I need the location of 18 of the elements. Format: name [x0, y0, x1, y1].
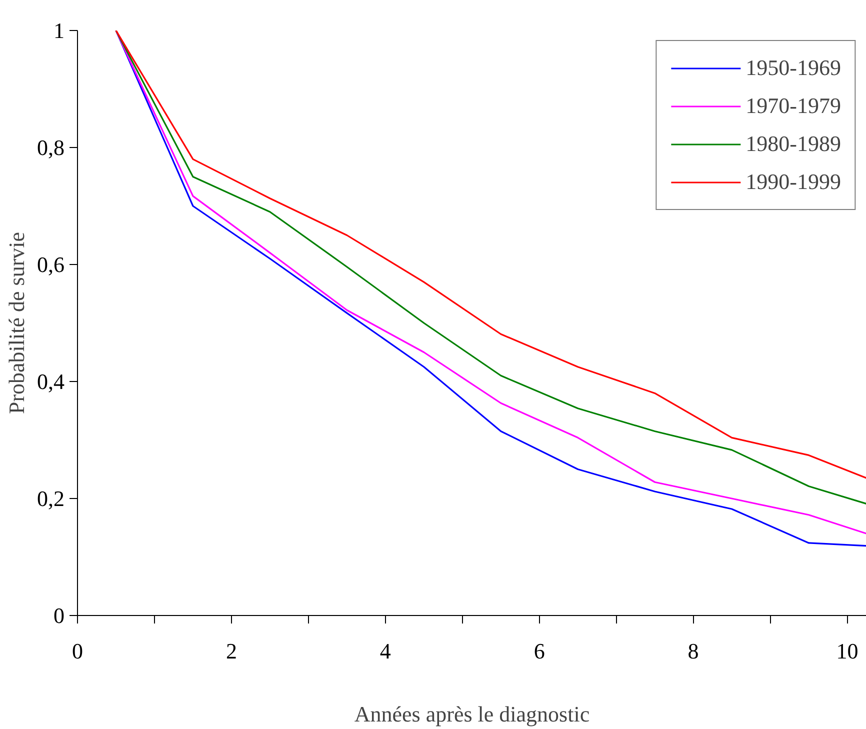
legend-label: 1970-1979 — [746, 93, 841, 119]
y-tick-label: 0,4 — [37, 369, 64, 394]
y-tick-label: 0,2 — [37, 486, 64, 511]
x-tick-label: 10 — [836, 638, 858, 664]
x-axis-title: Années après le diagnostic — [354, 702, 590, 726]
x-tick-label: 6 — [534, 638, 545, 664]
legend-label: 1990-1999 — [746, 169, 841, 195]
x-tick-label: 0 — [72, 638, 83, 664]
legend-label: 1980-1989 — [746, 131, 841, 157]
y-tick-label: 0,6 — [37, 252, 64, 277]
y-tick-label: 0 — [54, 603, 64, 628]
x-tick-label: 2 — [226, 638, 237, 664]
y-tick-label: 1 — [54, 18, 64, 43]
legend-label: 1950-1969 — [746, 55, 841, 81]
y-tick-label: 0,8 — [37, 135, 64, 160]
y-axis-title: Probabilité de survie — [4, 232, 29, 414]
x-tick-label: 8 — [688, 638, 699, 664]
x-tick-label: 4 — [380, 638, 391, 664]
